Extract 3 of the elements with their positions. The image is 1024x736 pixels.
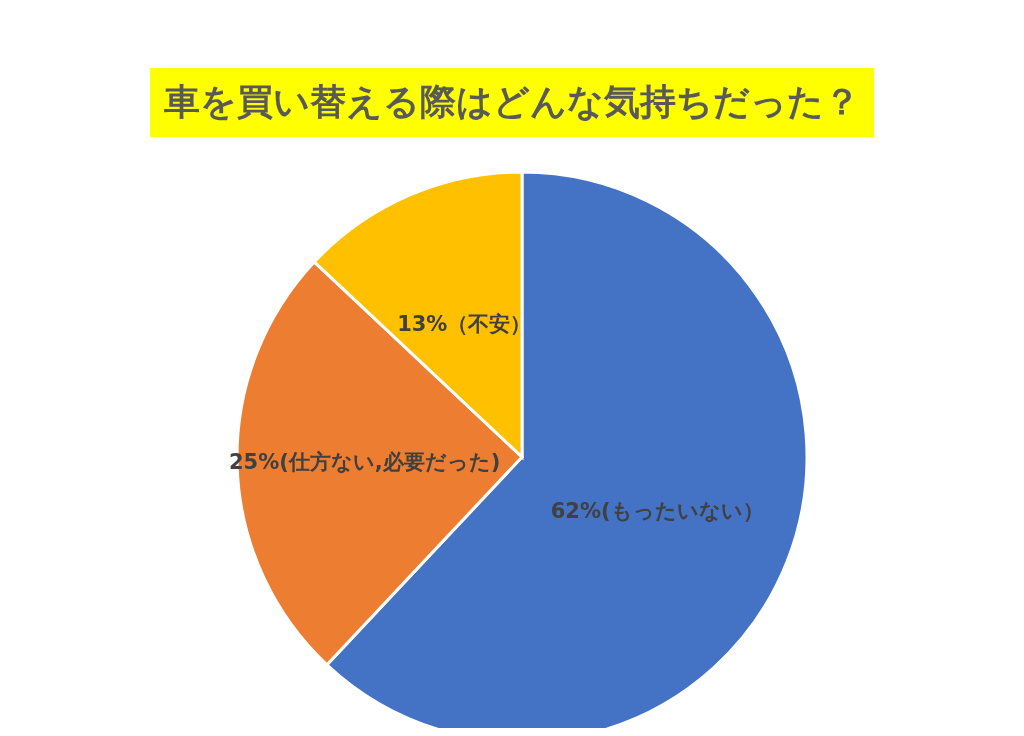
slice-label: 13%（不安） — [397, 311, 532, 336]
slice-label: 62%(もったいない） — [550, 498, 764, 523]
chart-title: 車を買い替える際はどんな気持ちだった？ — [150, 68, 874, 137]
